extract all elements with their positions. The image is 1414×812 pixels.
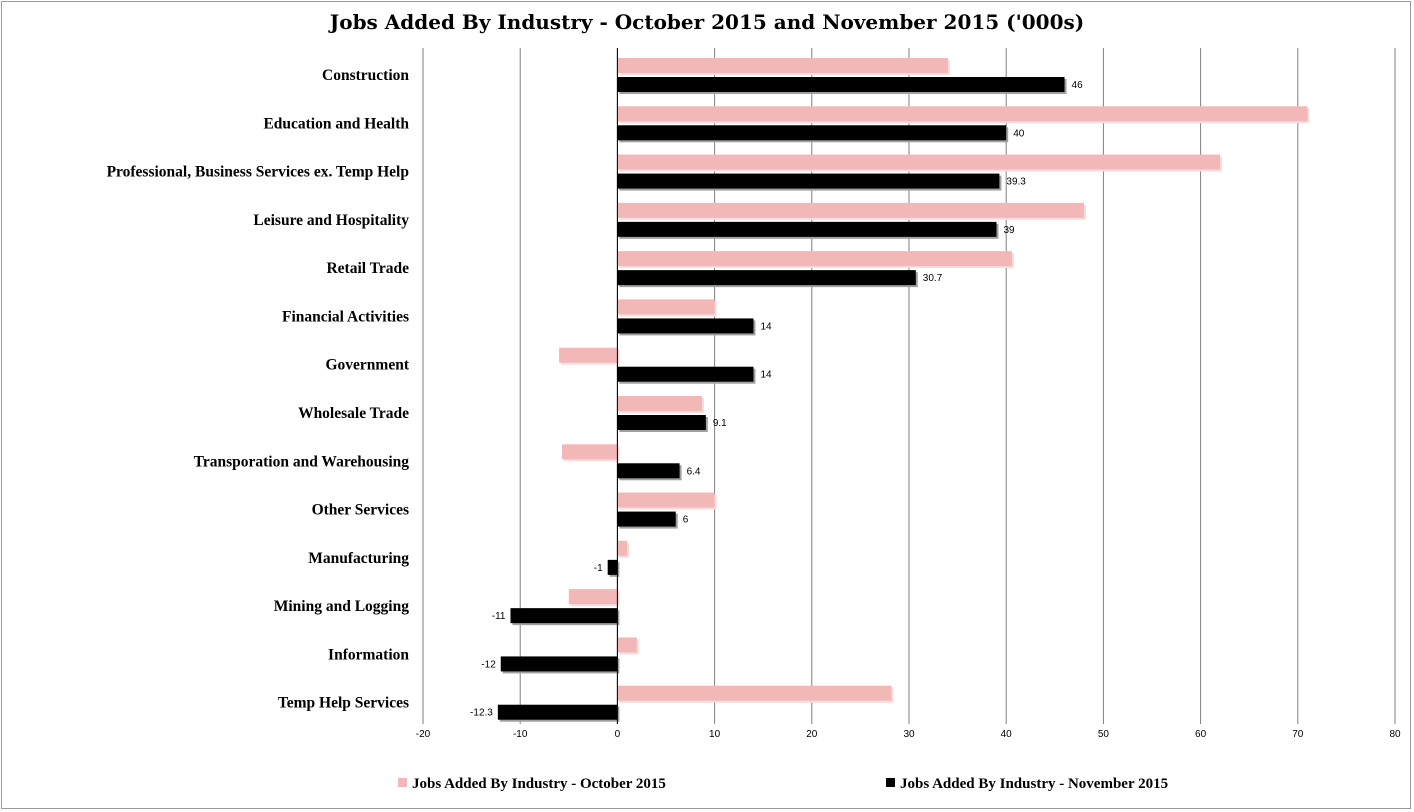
data-label: 9.1 (713, 418, 727, 429)
data-label: -12.3 (470, 708, 493, 719)
bar-october (617, 540, 628, 556)
bar-november (617, 318, 754, 334)
data-label: 30.7 (923, 273, 943, 284)
bar-november (607, 559, 618, 575)
category-label: Leisure and Hospitality (253, 212, 409, 229)
category-label: Retail Trade (326, 260, 409, 277)
bar-november (617, 270, 916, 286)
bar-october (568, 589, 618, 605)
category-label: Temp Help Services (278, 695, 409, 712)
x-tick-label: 0 (615, 729, 621, 740)
legend-label-october: Jobs Added By Industry - October 2015 (412, 776, 666, 792)
x-tick-label: 30 (903, 729, 915, 740)
bar-october (617, 396, 702, 411)
bar-november (510, 608, 618, 624)
bar-october (617, 58, 948, 73)
bar-november (497, 704, 618, 720)
legend-swatch-november (886, 778, 895, 787)
bar-november (500, 656, 618, 672)
data-label: 6 (683, 515, 689, 526)
x-tick-label: 10 (709, 729, 721, 740)
bar-october (617, 685, 892, 701)
category-label: Education and Health (263, 115, 409, 132)
data-label: 39.3 (1006, 177, 1026, 188)
category-label: Manufacturing (308, 550, 409, 567)
x-tick-label: 70 (1292, 729, 1304, 740)
bar-october (617, 637, 637, 653)
category-label: Transporation and Warehousing (194, 453, 410, 470)
data-label: 40 (1013, 128, 1025, 139)
category-label: Construction (322, 67, 409, 84)
bar-november (617, 125, 1007, 141)
bar-october (617, 251, 1013, 267)
bar-november (617, 173, 1000, 189)
category-label: Mining and Logging (274, 598, 409, 615)
x-tick-label: 60 (1195, 729, 1207, 740)
bar-november (617, 366, 754, 382)
bar-october (617, 299, 715, 315)
data-label: -12 (481, 659, 496, 670)
bar-november (617, 463, 680, 479)
bar-october (559, 347, 618, 363)
x-tick-label: -10 (513, 729, 528, 740)
data-label: -11 (492, 611, 506, 622)
x-tick-label: 80 (1389, 729, 1401, 740)
x-tick-label: 20 (806, 729, 818, 740)
chart-title: Jobs Added By Industry - October 2015 an… (329, 10, 1085, 34)
category-label: Financial Activities (282, 308, 409, 325)
x-tick-label: 40 (1001, 729, 1013, 740)
data-label: 46 (1072, 80, 1084, 91)
legend-swatch-october (398, 778, 407, 787)
category-label: Information (328, 646, 409, 663)
data-label: 14 (760, 321, 772, 332)
bar-october (561, 444, 618, 460)
bar-november (617, 221, 997, 237)
bar-november (617, 511, 676, 527)
category-label: Professional, Business Services ex. Temp… (107, 164, 409, 181)
bar-october (617, 106, 1308, 122)
x-tick-label: -20 (416, 729, 431, 740)
data-label: 39 (1003, 225, 1015, 236)
category-label: Other Services (312, 502, 409, 519)
data-label: 6.4 (687, 466, 701, 477)
bar-november (617, 415, 706, 430)
bar-october (617, 492, 715, 508)
x-tick-label: 50 (1098, 729, 1110, 740)
data-label: 14 (760, 370, 772, 381)
bar-november (617, 77, 1065, 92)
bar-october (617, 202, 1084, 218)
category-label: Government (325, 357, 409, 374)
bar-october (617, 154, 1221, 170)
category-label: Wholesale Trade (298, 405, 409, 422)
data-label: -1 (594, 563, 603, 574)
legend-label-november: Jobs Added By Industry - November 2015 (900, 776, 1168, 792)
